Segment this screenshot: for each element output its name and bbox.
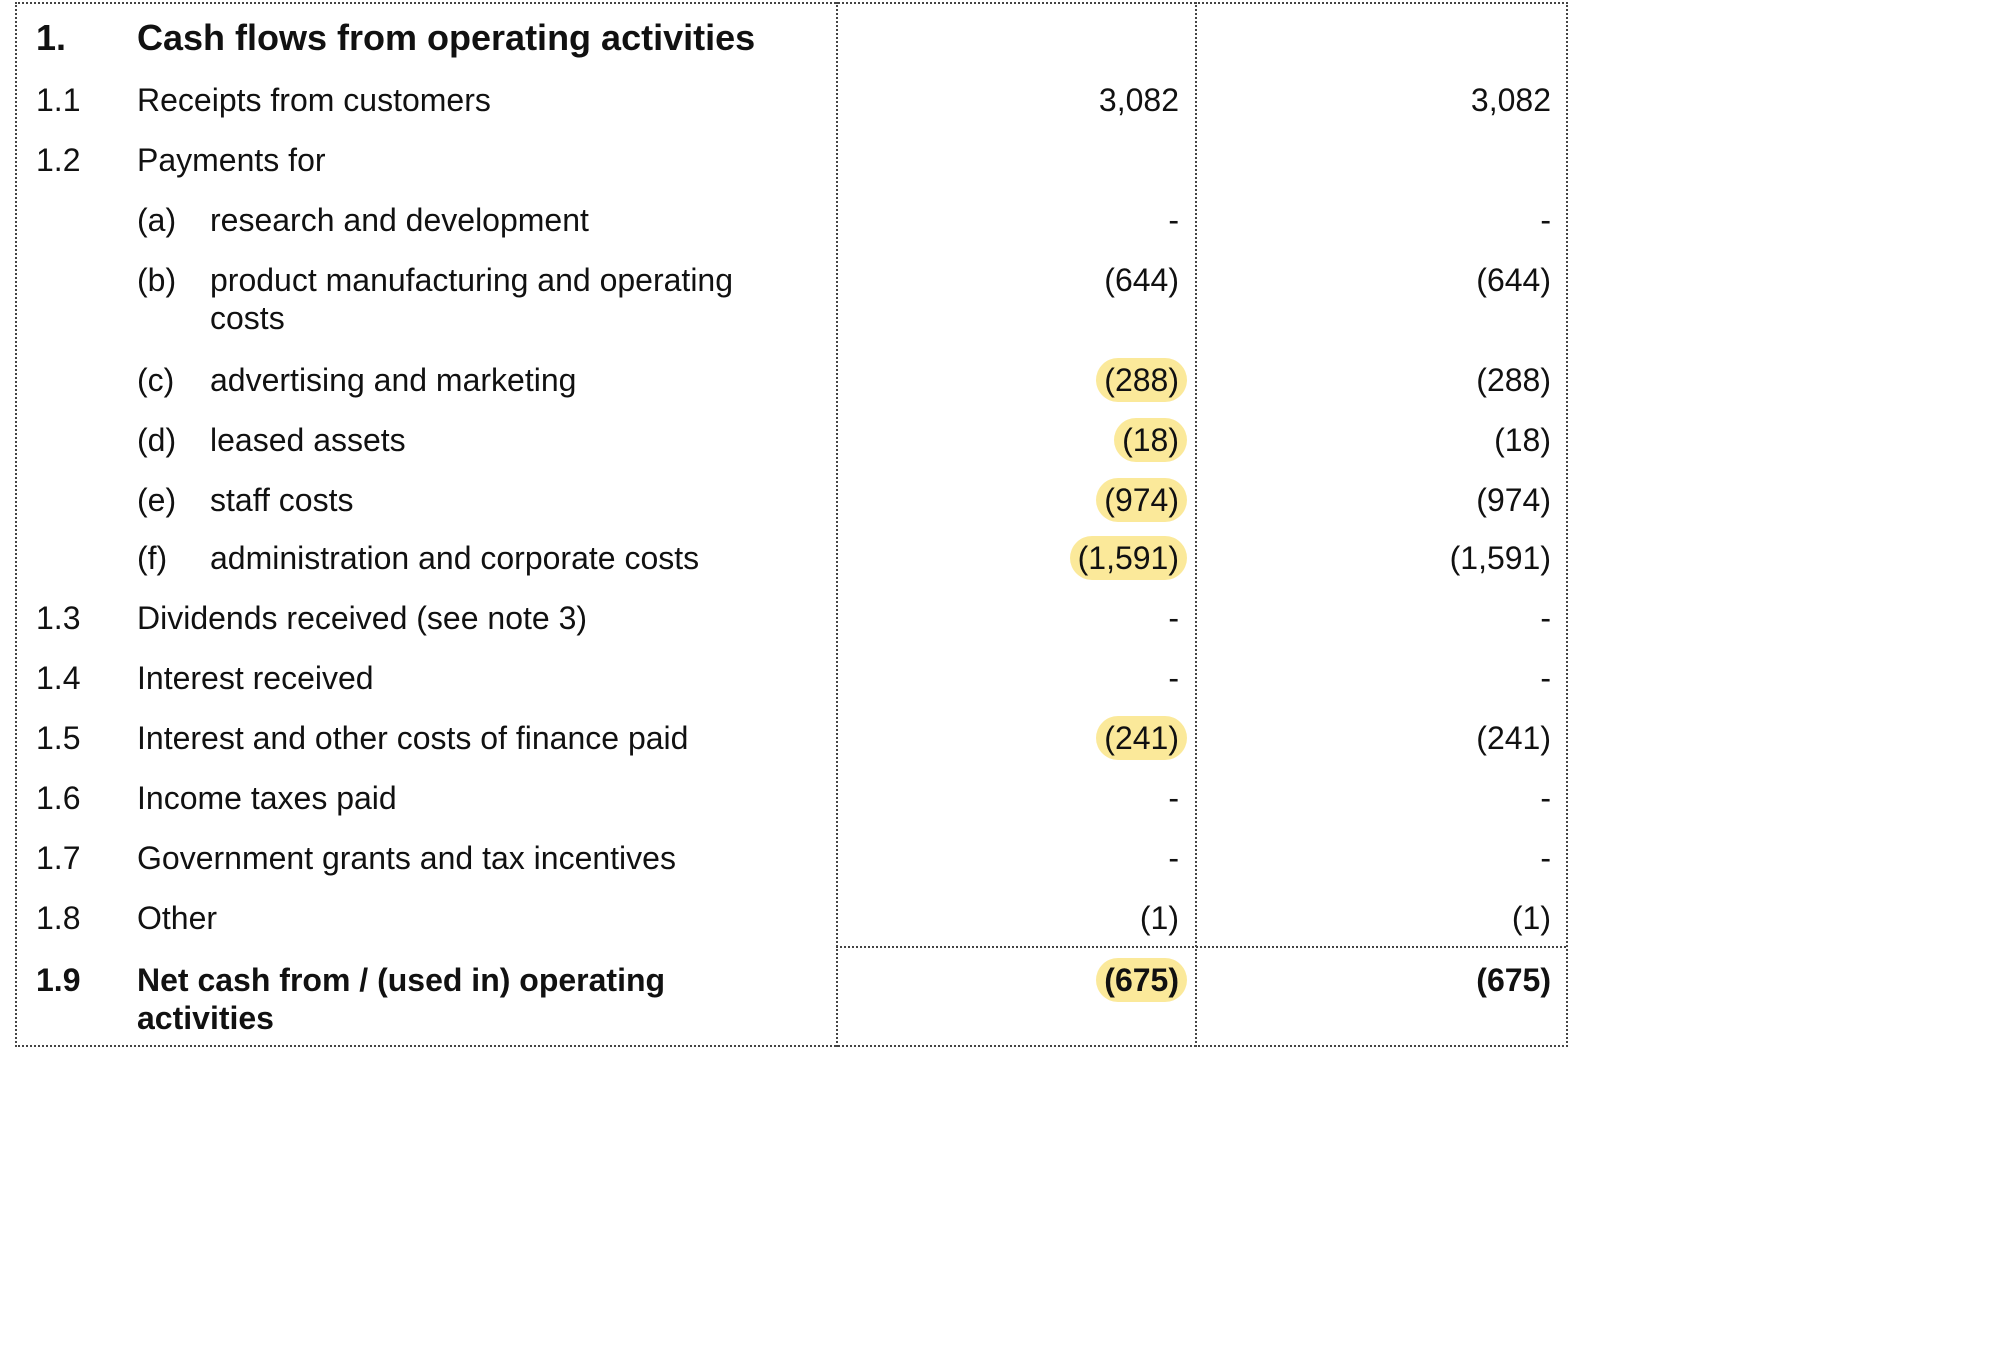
value-year-to-date: (288) [1476,362,1551,398]
row-label: Income taxes paid [137,780,397,816]
row-label: leased assets [210,422,406,458]
value-current-quarter-highlighted: (241) [1096,716,1187,760]
value-year-to-date: (241) [1476,720,1551,756]
row-label: Interest received [137,660,374,696]
row-number: 1.8 [36,900,81,936]
row-label: Government grants and tax incentives [137,840,676,876]
value-current-quarter: - [1168,840,1179,876]
row-letter: (c) [137,362,175,398]
table-frame [15,2,1568,1047]
value-current-quarter: - [1168,660,1179,696]
row-letter: (b) [137,262,177,298]
row-label: Receipts from customers [137,82,491,118]
row-label: Dividends received (see note 3) [137,600,588,636]
value-year-to-date: (644) [1476,262,1551,298]
value-current-quarter-highlighted: (974) [1096,478,1187,522]
value-current-quarter: (644) [1104,262,1179,298]
section-title: Cash flows from operating activities [137,17,756,58]
value-current-quarter-highlighted: (18) [1114,418,1187,462]
row-label: staff costs [210,482,354,518]
row-number: 1.7 [36,840,81,876]
row-number: 1.2 [36,142,81,178]
row-label: product manufacturing and operating [210,262,734,298]
row-label: administration and corporate costs [210,540,700,576]
row-letter: (a) [137,202,177,238]
value-current-quarter-highlighted: (675) [1096,958,1187,1002]
row-label: research and development [210,202,589,238]
value-current-quarter: (1) [1139,900,1179,936]
row-number: 1.1 [36,82,81,118]
value-year-to-date: (1,591) [1449,540,1551,576]
section-number: 1. [36,17,67,58]
value-year-to-date: 3,082 [1470,82,1551,118]
value-current-quarter: 3,082 [1098,82,1179,118]
row-number: 1.4 [36,660,81,696]
value-year-to-date: - [1540,780,1551,816]
value-current-quarter: - [1168,600,1179,636]
value-year-to-date: - [1540,600,1551,636]
row-letter: (e) [137,482,177,518]
total-rule [836,946,1566,948]
value-year-to-date: - [1540,840,1551,876]
value-year-to-date: - [1540,660,1551,696]
value-current-quarter-highlighted: (288) [1096,358,1187,402]
row-letter: (f) [137,540,168,576]
value-year-to-date: (18) [1494,422,1551,458]
row-number: 1.6 [36,780,81,816]
column-divider-2 [1195,2,1197,1047]
value-year-to-date: (675) [1476,962,1551,998]
row-label: Other [137,900,218,936]
value-current-quarter: - [1168,202,1179,238]
row-label-continued: costs [210,300,285,336]
row-number: 1.9 [36,962,81,998]
value-current-quarter-highlighted: (1,591) [1069,536,1187,580]
row-label-continued: activities [137,1000,274,1036]
row-label: advertising and marketing [210,362,577,398]
row-number: 1.5 [36,720,81,756]
value-year-to-date: - [1540,202,1551,238]
row-label: Net cash from / (used in) operating [137,962,666,998]
row-label: Payments for [137,142,326,178]
column-divider-1 [836,2,838,1047]
value-year-to-date: (974) [1476,482,1551,518]
row-label: Interest and other costs of finance paid [137,720,689,756]
value-current-quarter: - [1168,780,1179,816]
row-number: 1.3 [36,600,81,636]
row-letter: (d) [137,422,177,458]
value-year-to-date: (1) [1511,900,1551,936]
